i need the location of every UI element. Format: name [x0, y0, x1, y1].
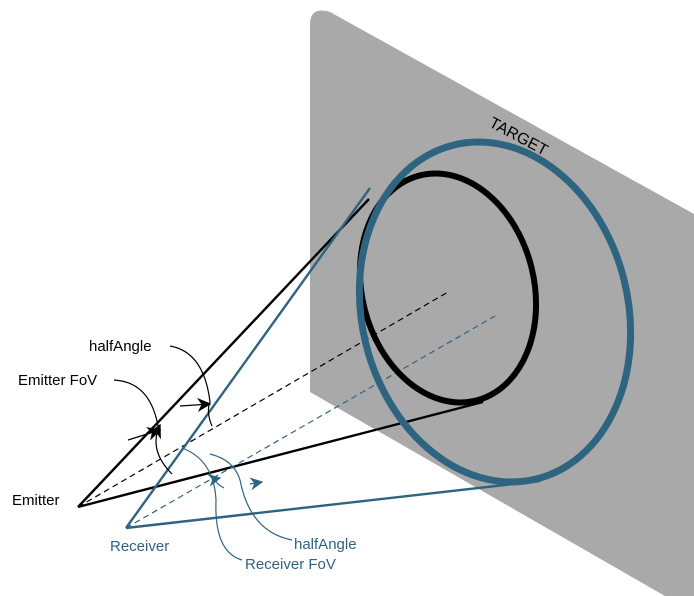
receiver-half-angle-leader — [209, 453, 293, 541]
emitter-fov-arrow — [127, 427, 162, 441]
receiver-axis — [125, 315, 496, 529]
emitter-cone-upper-edge — [77, 198, 370, 508]
emitter-cone-lower-edge — [77, 400, 484, 509]
target-plane — [310, 10, 694, 596]
emitter-fov-leader — [113, 379, 159, 427]
receiver-label: Receiver — [110, 538, 169, 555]
emitter-fov-label: Emitter FoV — [18, 372, 97, 389]
receiver-half-angle-arc — [249, 477, 264, 491]
emitter-half-angle-arrow — [179, 397, 212, 412]
emitter-half-angle-label: halfAngle — [89, 338, 152, 355]
receiver-cone-lower-edge — [125, 479, 541, 530]
receiver-fov-arc — [207, 473, 225, 489]
receiver-fov-label: Receiver FoV — [245, 556, 336, 573]
emitter-spot — [356, 170, 540, 406]
receiver-fov-leader — [181, 447, 243, 561]
receiver-cone-upper-edge — [125, 187, 371, 529]
emitter-axis — [77, 291, 449, 508]
receiver-spot — [355, 138, 635, 486]
receiver-half-angle-label: halfAngle — [294, 536, 357, 553]
emitter-half-angle-arc — [207, 401, 213, 427]
emitter-label: Emitter — [12, 492, 60, 509]
emitter-half-angle-leader — [169, 345, 211, 403]
